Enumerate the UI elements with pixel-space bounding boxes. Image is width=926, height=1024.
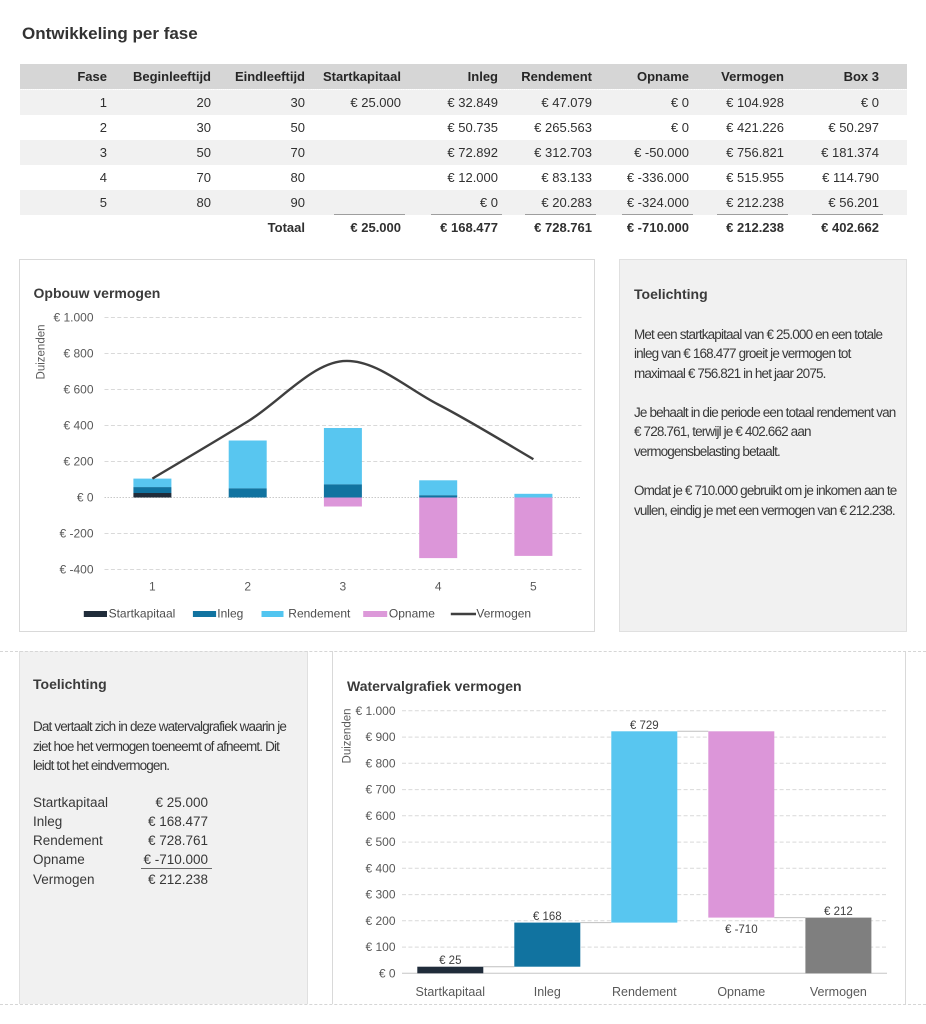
svg-text:€ -400: € -400	[59, 563, 93, 577]
svg-text:Inleg: Inleg	[217, 607, 243, 621]
svg-text:Watervalgrafiek vermogen: Watervalgrafiek vermogen	[347, 678, 522, 694]
svg-text:€ 600: € 600	[63, 383, 93, 397]
svg-text:Opname: Opname	[717, 985, 765, 999]
svg-text:4: 4	[435, 580, 442, 594]
svg-text:€ 0: € 0	[77, 491, 94, 505]
svg-text:Opbouw vermogen: Opbouw vermogen	[34, 285, 161, 301]
svg-text:€ 25: € 25	[439, 955, 461, 967]
svg-text:Inleg: Inleg	[534, 985, 561, 999]
svg-text:€ 900: € 900	[365, 730, 395, 744]
svg-text:€ 800: € 800	[63, 347, 93, 361]
svg-text:Duizenden: Duizenden	[36, 325, 48, 380]
svg-text:€ 200: € 200	[63, 455, 93, 469]
svg-text:€ 700: € 700	[365, 783, 395, 797]
svg-text:€ -200: € -200	[59, 527, 93, 541]
svg-text:Startkapitaal: Startkapitaal	[109, 607, 176, 621]
svg-text:Vermogen: Vermogen	[810, 985, 867, 999]
svg-text:Rendement: Rendement	[612, 985, 677, 999]
svg-text:€ 800: € 800	[365, 756, 395, 770]
svg-text:€ 0: € 0	[379, 966, 396, 980]
svg-text:Duizenden: Duizenden	[342, 709, 354, 764]
svg-text:€ 168: € 168	[533, 911, 562, 923]
svg-text:1: 1	[149, 580, 156, 594]
svg-text:Startkapitaal: Startkapitaal	[416, 985, 485, 999]
svg-text:€ 400: € 400	[63, 419, 93, 433]
svg-text:Opname: Opname	[389, 607, 435, 621]
svg-text:2: 2	[244, 580, 251, 594]
svg-text:€ 729: € 729	[630, 720, 659, 732]
svg-text:5: 5	[530, 580, 537, 594]
svg-text:€ 600: € 600	[365, 809, 395, 823]
svg-text:€ 500: € 500	[365, 835, 395, 849]
svg-text:€ 100: € 100	[365, 940, 395, 954]
svg-text:€ 300: € 300	[365, 888, 395, 902]
svg-text:€ -710: € -710	[725, 924, 758, 936]
svg-text:€ 400: € 400	[365, 861, 395, 875]
svg-text:Vermogen: Vermogen	[476, 607, 531, 621]
svg-text:€ 1.000: € 1.000	[355, 704, 395, 718]
svg-text:Rendement: Rendement	[288, 607, 351, 621]
svg-text:€ 212: € 212	[824, 906, 853, 918]
svg-text:€ 200: € 200	[365, 914, 395, 928]
svg-text:3: 3	[340, 580, 347, 594]
svg-text:€ 1.000: € 1.000	[53, 311, 93, 325]
